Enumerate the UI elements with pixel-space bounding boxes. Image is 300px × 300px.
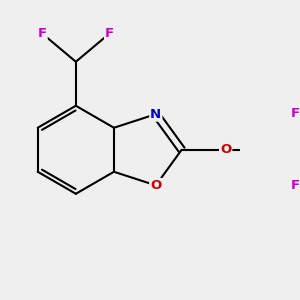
Text: F: F [38, 27, 47, 40]
Text: O: O [220, 143, 231, 156]
Text: F: F [105, 27, 114, 40]
Text: O: O [150, 179, 161, 192]
Text: N: N [150, 108, 161, 121]
Text: F: F [290, 107, 299, 120]
Text: F: F [290, 179, 299, 192]
